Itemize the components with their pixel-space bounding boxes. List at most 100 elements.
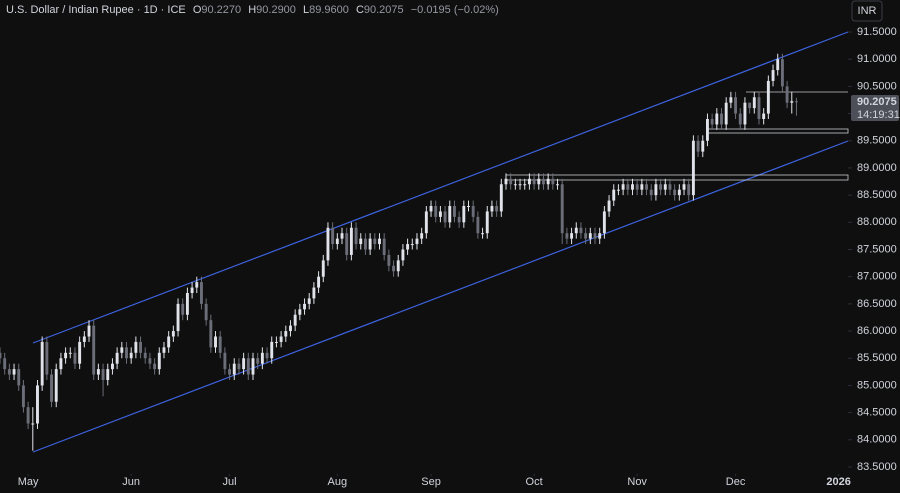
x-tick-label: Aug <box>328 476 348 488</box>
y-tick-label: 85.5000 <box>857 352 897 364</box>
candle-body <box>401 249 405 261</box>
candle-body <box>317 276 321 288</box>
candle-body <box>443 211 447 223</box>
candle-body <box>68 352 72 354</box>
candle-body <box>701 140 705 152</box>
candle-body <box>406 244 410 250</box>
candle-body <box>331 227 335 245</box>
currency[interactable]: INR <box>858 5 877 17</box>
candle-body <box>218 336 222 353</box>
candle-body <box>410 244 414 246</box>
candle-body <box>481 233 485 235</box>
candle-body <box>373 238 377 245</box>
y-tick-label: 91.0000 <box>857 53 897 65</box>
candle-body <box>504 178 508 185</box>
legend-header: U.S. Dollar / Indian Rupee · 1D · ICE O9… <box>6 4 499 16</box>
candle-body <box>715 113 719 125</box>
candle-body <box>223 352 227 370</box>
x-tick-label: Nov <box>627 476 647 488</box>
candles <box>0 53 798 451</box>
y-tick-label: 86.0000 <box>857 325 897 337</box>
candle-body <box>45 341 49 375</box>
candle-body <box>588 233 592 239</box>
y-tick-label: 89.0000 <box>857 162 897 174</box>
candle-body <box>462 206 466 223</box>
candle-body <box>490 206 494 212</box>
last-price: 90.2075 <box>857 96 897 108</box>
y-tick-label: 83.5000 <box>857 461 897 473</box>
candle-body <box>31 423 35 425</box>
candle-body <box>766 80 770 114</box>
ohlc-key: O <box>193 4 202 16</box>
candle-body <box>560 184 564 234</box>
candle-body <box>790 101 794 103</box>
candle-body <box>748 102 752 109</box>
candle-body <box>705 119 709 141</box>
candle-body <box>556 184 559 186</box>
candle-body <box>382 238 386 255</box>
candle-body <box>785 86 789 103</box>
candle-body <box>602 211 606 234</box>
x-tick-label: Sep <box>421 476 441 488</box>
candle-body <box>485 211 489 234</box>
candle-body <box>190 287 194 293</box>
candle-body <box>635 184 639 190</box>
candle-body <box>359 238 363 245</box>
candle-body <box>171 331 175 337</box>
candle-body <box>378 238 381 245</box>
candle-body <box>204 303 208 321</box>
y-tick-label: 91.5000 <box>857 26 897 38</box>
candle-body <box>54 369 58 402</box>
channel-lower <box>32 140 849 453</box>
y-tick-label: 84.5000 <box>857 407 897 419</box>
candle-body <box>232 363 236 375</box>
candle-body <box>289 325 292 332</box>
candle-body <box>495 206 499 212</box>
candle-body <box>584 233 588 239</box>
candle-body <box>724 102 728 125</box>
candle-body <box>734 97 738 114</box>
candle-body <box>260 352 264 364</box>
candle-body <box>616 189 620 191</box>
candle-body <box>40 341 44 386</box>
candle-body <box>780 59 784 87</box>
candle-body <box>96 369 100 375</box>
candle-body <box>518 184 522 186</box>
candle-body <box>640 184 644 190</box>
candle-body <box>129 352 133 359</box>
candle-body <box>265 352 269 359</box>
candle-body <box>438 211 442 217</box>
candle-body <box>752 97 756 109</box>
candle-body <box>82 336 86 342</box>
ohlc-key: H <box>248 4 256 16</box>
candle-body <box>36 385 39 424</box>
candle-body <box>307 298 311 304</box>
y-tick-label: 90.5000 <box>857 80 897 92</box>
candle-body <box>139 341 143 353</box>
x-tick-label: Jun <box>122 476 140 488</box>
x-tick-label: Jul <box>223 476 237 488</box>
candle-body <box>162 347 166 353</box>
candle-body <box>392 265 395 272</box>
countdown: 14:19:31 <box>857 109 900 121</box>
candle-body <box>64 352 68 359</box>
candle-body <box>340 233 344 239</box>
candle-body <box>551 178 555 185</box>
candle-body <box>677 189 681 196</box>
candle-body <box>148 358 152 364</box>
candle-body <box>476 216 480 234</box>
candle-body <box>687 184 691 196</box>
candle-body <box>546 178 550 185</box>
candle-body <box>120 347 124 353</box>
candle-body <box>631 184 634 190</box>
currency-button[interactable] <box>851 0 883 22</box>
y-tick-label: 87.0000 <box>857 271 897 283</box>
candle-body <box>396 260 400 272</box>
candle-body <box>565 233 569 239</box>
candle-body <box>499 184 503 212</box>
candle-body <box>195 282 199 288</box>
y-tick-label: 85.0000 <box>857 379 897 391</box>
candle-body <box>78 341 82 364</box>
